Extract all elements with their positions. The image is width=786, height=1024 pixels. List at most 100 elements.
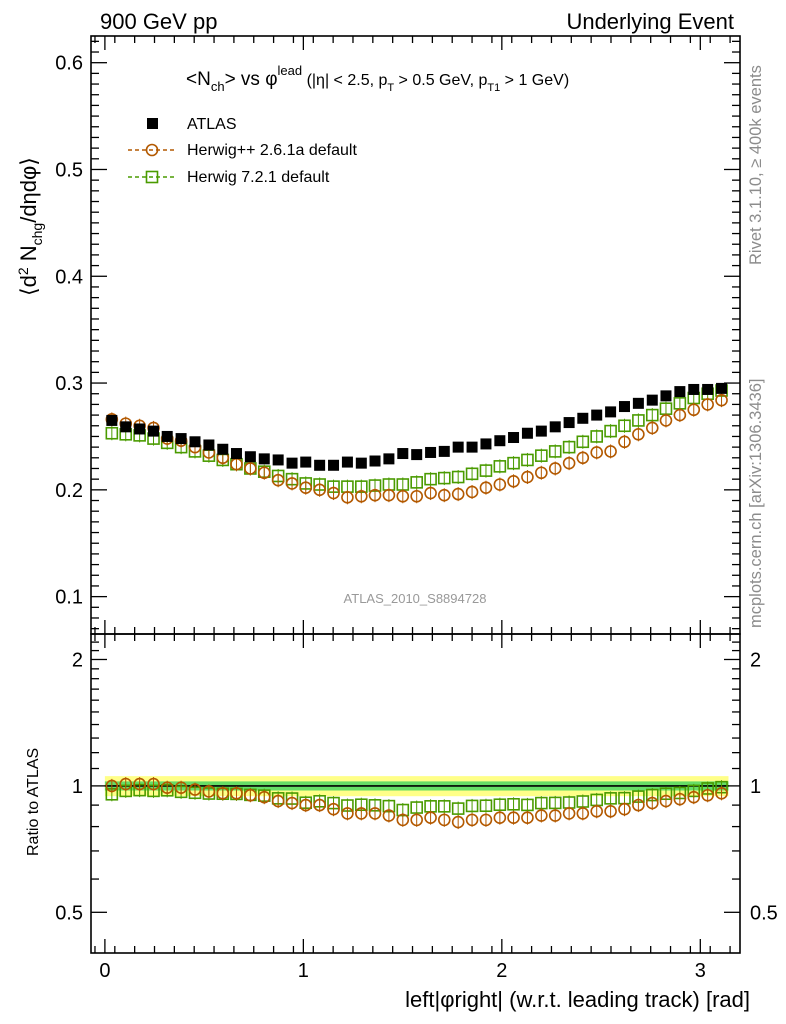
ratio-y-axis-label: Ratio to ATLAS [25, 748, 42, 856]
herwigpp-ratio-point [701, 788, 714, 802]
title-cuts-1: (|η| < 2.5, p [302, 72, 387, 89]
herwig7-ratio-point [507, 798, 520, 811]
herwig7-point [535, 449, 548, 462]
herwigpp-point [368, 488, 382, 502]
y-tick-label: 0.1 [55, 587, 83, 609]
herwigpp-ratio-point [271, 794, 285, 808]
atlas-point [494, 435, 506, 447]
atlas-point [148, 425, 160, 437]
y-label-sup: 2 [15, 267, 31, 275]
legend-label-herwigpp: Herwig++ 2.6.1a default [187, 142, 357, 159]
y-tick-label: 0.6 [55, 53, 83, 75]
herwigpp-ratio-point [299, 798, 313, 812]
herwigpp-ratio-point [188, 783, 202, 796]
herwigpp-point [244, 462, 257, 475]
herwig7-point [604, 424, 617, 438]
herwigpp-point [507, 474, 520, 488]
ratio-y-tick-label-left: 0.5 [55, 902, 83, 924]
atlas-point [355, 457, 367, 469]
atlas-point [618, 401, 630, 413]
herwigpp-ratio-point [244, 788, 257, 802]
atlas-point [660, 390, 672, 402]
herwig7-point [548, 445, 562, 458]
herwigpp-ratio-point [368, 807, 382, 820]
atlas-point [549, 421, 561, 433]
atlas-point [341, 456, 353, 468]
atlas-point [425, 446, 437, 458]
atlas-point [535, 425, 547, 437]
herwig7-ratio-point [521, 798, 534, 812]
herwigpp-ratio-point [202, 785, 216, 798]
atlas-point [189, 436, 201, 448]
herwigpp-ratio-point [507, 811, 520, 824]
herwig7-point [451, 470, 465, 484]
herwigpp-point [396, 489, 410, 503]
herwigpp-ratio-point [437, 813, 451, 827]
legend-label-herwig7: Herwig 7.2.1 default [187, 169, 330, 186]
herwigpp-point [451, 487, 465, 501]
herwigpp-point [285, 477, 299, 490]
herwigpp-point [465, 485, 479, 499]
herwigpp-point [604, 445, 617, 458]
herwigpp-ratio-point [479, 813, 493, 827]
atlas-point [577, 412, 589, 424]
herwigpp-point [687, 403, 701, 417]
atlas-point [508, 432, 520, 444]
herwigpp-ratio-point [396, 813, 410, 827]
herwig7-point [632, 414, 645, 427]
herwigpp-point [521, 470, 534, 484]
title-sub-T: T [387, 82, 394, 94]
atlas-point [175, 433, 187, 445]
herwigpp-point [673, 408, 687, 422]
herwigpp-ratio-point [160, 781, 174, 795]
legend-label-atlas: ATLAS [187, 116, 237, 133]
title-cuts-2: > 0.5 GeV, p [394, 72, 487, 89]
herwigpp-point [271, 473, 285, 487]
herwig7-ratio-point [493, 798, 507, 812]
y-tick-label: 0.3 [55, 373, 83, 395]
ratio-y-tick-label-right: 2 [750, 649, 761, 671]
herwigpp-ratio-point [632, 798, 645, 812]
atlas-point [632, 397, 644, 409]
ratio-plot-frame [90, 633, 741, 954]
herwigpp-ratio-point [424, 811, 437, 824]
atlas-point [521, 427, 533, 439]
atlas-point [674, 386, 686, 398]
herwigpp-ratio-point [687, 790, 701, 804]
herwigpp-point [576, 451, 590, 465]
rivet-label: Rivet 3.1.10, ≥ 400k events [747, 65, 765, 265]
herwig7-ratio-point [479, 799, 493, 813]
herwigpp-point [299, 481, 313, 495]
x-tick-label: 1 [298, 960, 309, 982]
herwig7-point [521, 453, 534, 467]
herwigpp-ratio-point [673, 792, 687, 806]
y-label-part-b: N [16, 245, 41, 267]
herwigpp-ratio-point [216, 787, 230, 800]
atlas-point [688, 383, 700, 395]
title-sub-ch: ch [211, 79, 225, 94]
herwig7-ratio-point [465, 799, 479, 813]
herwig7-point [576, 435, 590, 449]
herwigpp-point [535, 466, 548, 480]
atlas-point [397, 448, 409, 460]
herwigpp-point [645, 421, 659, 435]
atlas-point [120, 421, 132, 433]
atlas-point [286, 457, 298, 469]
herwig7-point [424, 472, 437, 486]
herwigpp-ratio-point [618, 802, 631, 816]
herwigpp-ratio-point [645, 796, 659, 810]
herwigpp-ratio-point [590, 804, 604, 818]
x-tick-label: 3 [695, 960, 706, 982]
atlas-point [161, 430, 173, 442]
y-label-part-a: ⟨d [16, 275, 41, 296]
herwig7-ratio-point [604, 792, 617, 805]
legend: ATLAS Herwig++ 2.6.1a default Herwig 7.2… [128, 116, 357, 186]
ratio-y-tick-label-left: 2 [72, 649, 83, 671]
herwigpp-ratio-point [341, 807, 354, 820]
title-sup-lead: lead [278, 63, 303, 78]
atlas-point [411, 449, 423, 461]
atlas-point [591, 409, 603, 421]
herwigpp-ratio-point [230, 787, 243, 800]
herwigpp-ratio-point [410, 813, 423, 827]
herwig7-point [562, 440, 576, 454]
